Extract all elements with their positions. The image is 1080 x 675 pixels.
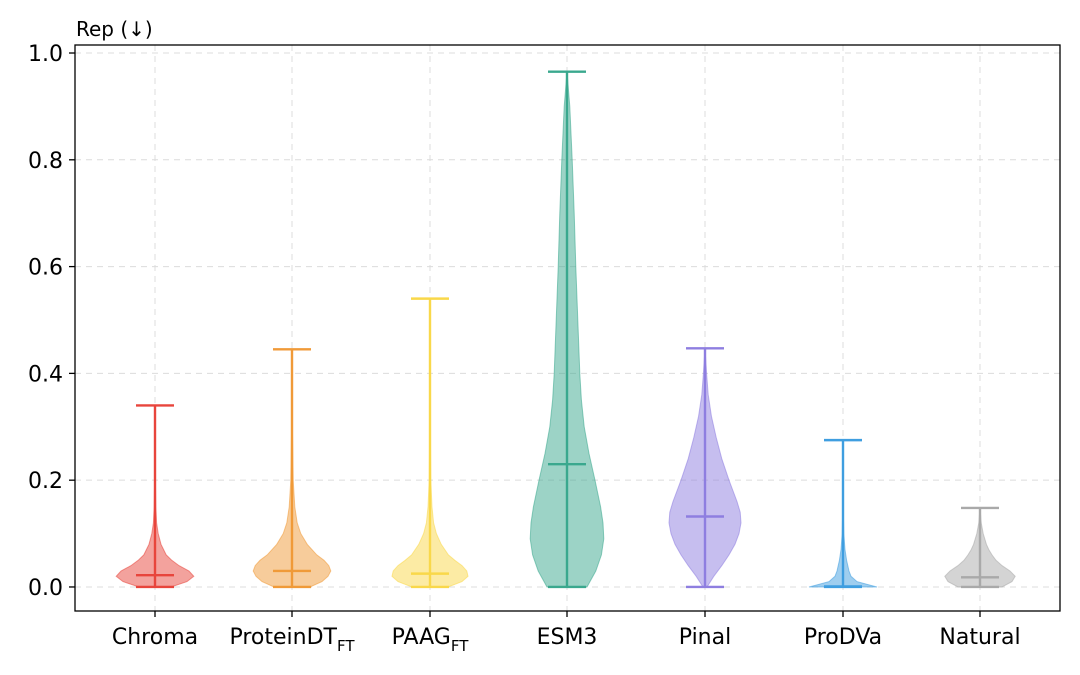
y-tick-label: 0.2: [28, 469, 63, 494]
x-axis: Chroma ProteinDTFT PAAGFT ESM3 Pinal ProDVa Na…: [112, 611, 1021, 655]
x-tick-label-main: ProDVa: [804, 625, 882, 650]
x-tick-label-proteindt-ft: ProteinDTFT: [229, 625, 355, 655]
x-tick-label-subscript: FT: [337, 637, 355, 655]
y-axis-label: Rep (↓): [76, 17, 153, 41]
violin-chroma: [115, 404, 195, 589]
y-tick-label: 0.6: [28, 256, 63, 281]
x-tick-label-main: ProteinDT: [229, 625, 337, 650]
violin-pinal: [668, 347, 742, 589]
y-tick-label: 0.8: [28, 149, 63, 174]
x-tick-label-chroma: Chroma: [112, 625, 198, 650]
x-tick-label-paag-ft: PAAGFT: [392, 625, 470, 655]
x-tick-label-main: Pinal: [679, 625, 731, 650]
violin-paag-ft: [391, 297, 469, 589]
y-axis: 0.0 0.2 0.4 0.6 0.8 1.0: [28, 42, 75, 601]
violin-proteindt-ft: [252, 348, 332, 589]
x-tick-label-main: Chroma: [112, 625, 198, 650]
x-tick-label-subscript: FT: [451, 637, 469, 655]
violin-prodva: [808, 438, 878, 589]
x-tick-label-prodva: ProDVa: [804, 625, 882, 650]
y-tick-label: 0.0: [28, 576, 63, 601]
y-tick-label: 0.4: [28, 362, 63, 387]
x-tick-label-esm3: ESM3: [537, 625, 598, 650]
x-tick-label-natural: Natural: [939, 625, 1020, 650]
x-tick-label-main: ESM3: [537, 625, 598, 650]
x-tick-label-pinal: Pinal: [679, 625, 731, 650]
violins: [115, 70, 1016, 589]
x-tick-label-main: PAAG: [392, 625, 451, 650]
violin-esm3: [529, 70, 605, 589]
x-tick-label-main: Natural: [939, 625, 1020, 650]
violin-natural: [944, 506, 1016, 589]
y-tick-label: 1.0: [28, 42, 63, 67]
